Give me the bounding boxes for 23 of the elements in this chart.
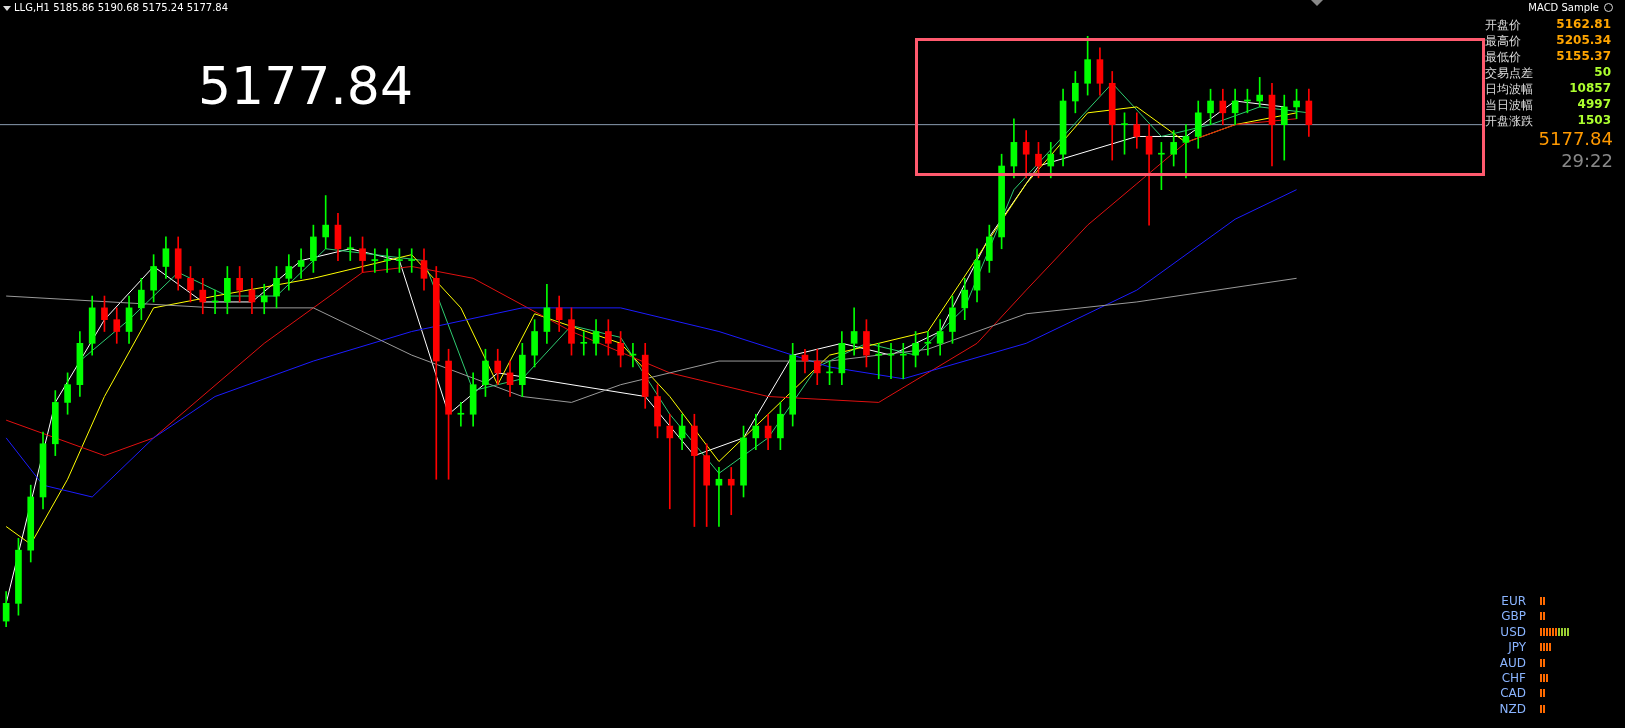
text: 开盘价 5162.81 [1485, 17, 1611, 32]
text: CAD [1499, 686, 1526, 701]
candlestick [346, 236, 354, 261]
text: JPY [1506, 640, 1526, 655]
text: 当日波幅 4997 [1485, 97, 1611, 112]
text: 日均波幅 10857 [1485, 81, 1611, 96]
text: CHF [1500, 671, 1526, 685]
text: 29:22 [1561, 150, 1613, 171]
annotation: 5177.84 [198, 56, 414, 116]
text: 5177.84 [1538, 128, 1613, 149]
candlestick [580, 331, 588, 356]
text: GBP [1500, 609, 1526, 624]
text: MACD Sample [1528, 2, 1599, 13]
text: USD [1499, 624, 1526, 639]
text: LLG,H1 5185.86 5190.68 5175.24 5177.84 [14, 2, 229, 13]
text: NZD [1498, 701, 1526, 716]
text: 交易点差 50 [1485, 65, 1611, 80]
text: 最高价 5205.34 [1485, 33, 1611, 48]
text: AUD [1498, 655, 1526, 670]
text: 最低价 5155.37 [1485, 49, 1611, 64]
candlestick [408, 248, 416, 273]
text: 开盘涨跌 1503 [1485, 113, 1611, 128]
text: EUR [1500, 594, 1526, 608]
